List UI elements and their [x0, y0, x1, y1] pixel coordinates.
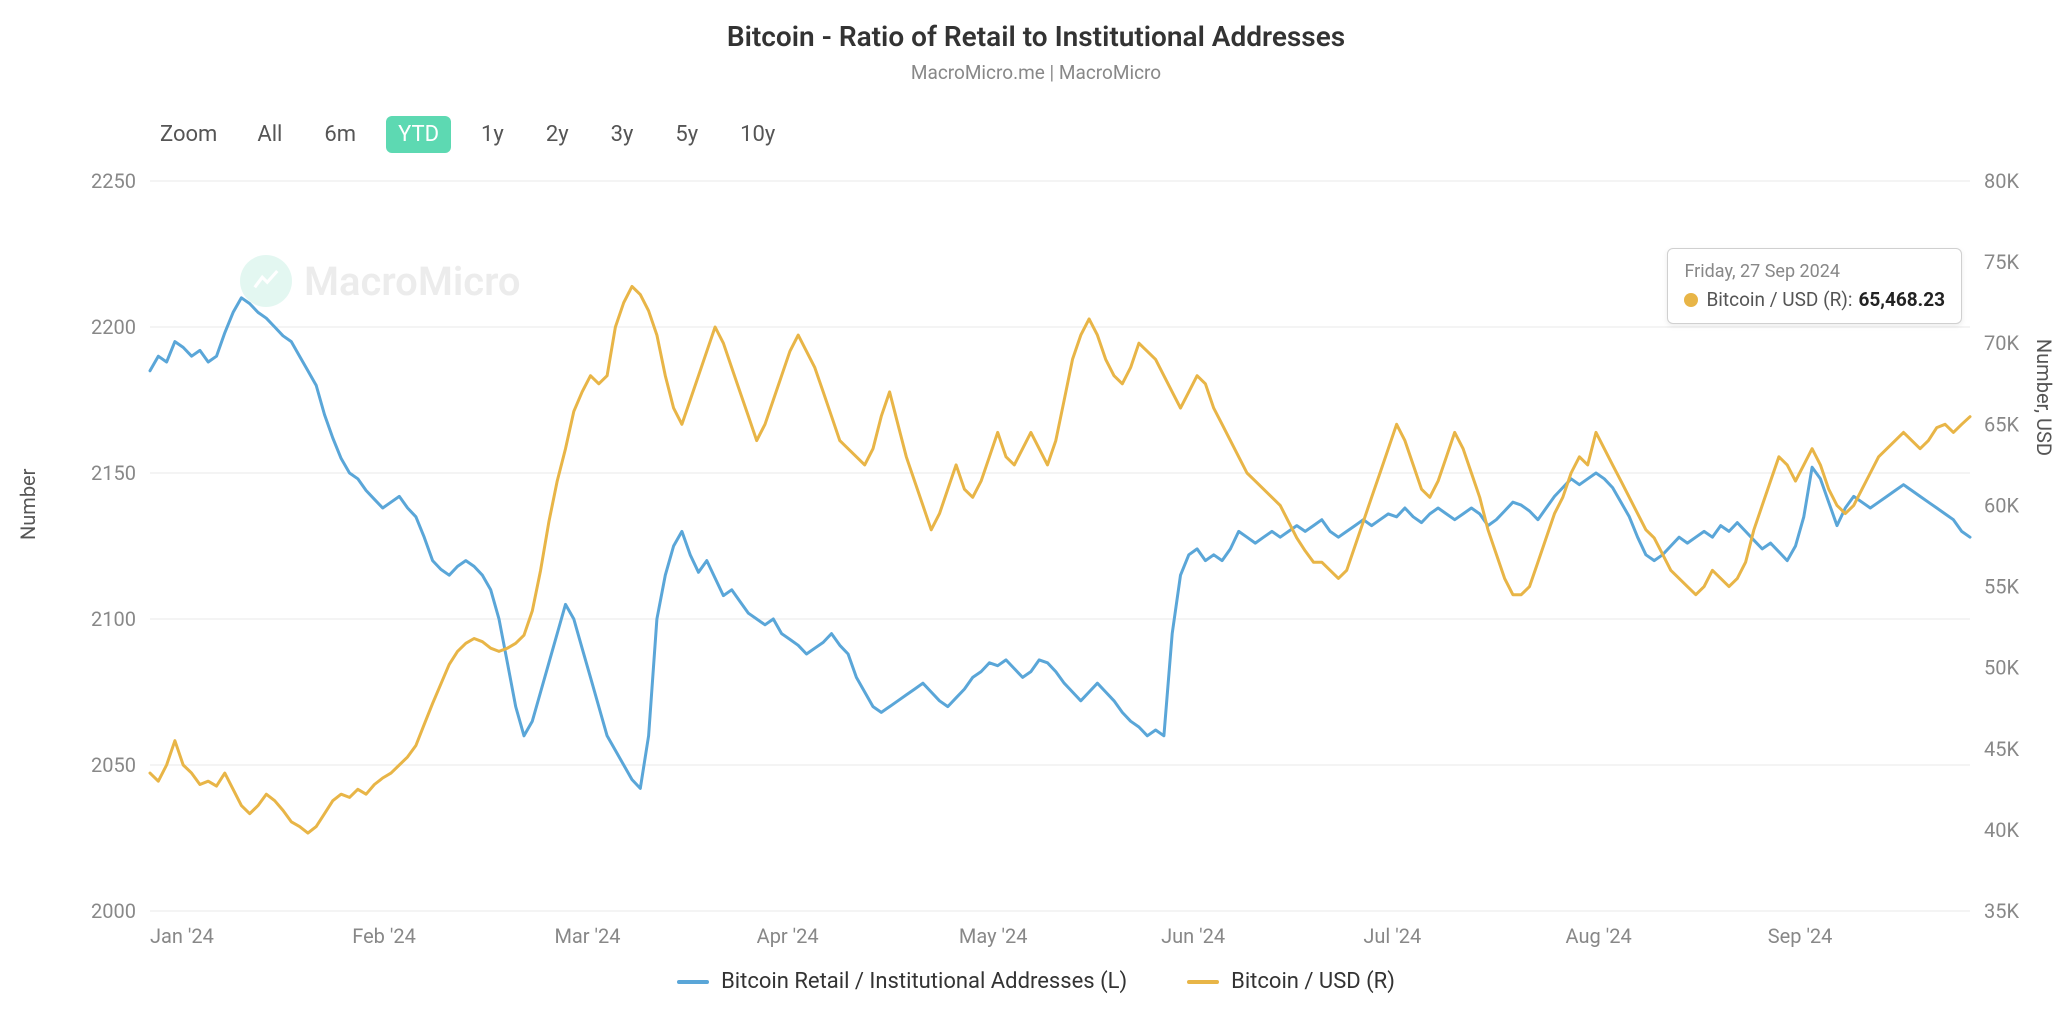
legend: Bitcoin Retail / Institutional Addresses…: [0, 969, 2072, 994]
svg-text:Jul '24: Jul '24: [1363, 924, 1421, 948]
svg-text:2200: 2200: [91, 315, 136, 339]
svg-text:May '24: May '24: [959, 924, 1028, 948]
watermark-icon: [240, 255, 292, 307]
svg-text:Jun '24: Jun '24: [1161, 924, 1225, 948]
legend-label: Bitcoin Retail / Institutional Addresses…: [721, 969, 1127, 994]
zoom-btn-ytd[interactable]: YTD: [386, 116, 451, 153]
svg-text:Apr '24: Apr '24: [757, 924, 819, 948]
tooltip-value: 65,468.23: [1859, 288, 1946, 311]
svg-text:40K: 40K: [1984, 818, 2019, 842]
svg-text:60K: 60K: [1984, 493, 2019, 517]
y-right-axis-label: Number, USD: [2032, 339, 2056, 456]
legend-label: Bitcoin / USD (R): [1231, 969, 1395, 994]
svg-text:80K: 80K: [1984, 171, 2019, 193]
svg-text:35K: 35K: [1984, 899, 2019, 923]
chart-title: Bitcoin - Ratio of Retail to Institution…: [0, 20, 2072, 53]
zoom-bar: Zoom All 6m YTD 1y 2y 3y 5y 10y: [160, 116, 2072, 153]
zoom-btn-6m[interactable]: 6m: [312, 116, 368, 153]
svg-text:Mar '24: Mar '24: [554, 924, 620, 948]
svg-text:Aug '24: Aug '24: [1566, 924, 1632, 948]
watermark-text: MacroMicro: [304, 258, 521, 305]
legend-item[interactable]: Bitcoin Retail / Institutional Addresses…: [677, 969, 1127, 994]
zoom-btn-all[interactable]: All: [245, 116, 294, 153]
svg-text:2050: 2050: [91, 753, 136, 777]
legend-item[interactable]: Bitcoin / USD (R): [1187, 969, 1395, 994]
svg-text:75K: 75K: [1984, 250, 2019, 274]
zoom-btn-3y[interactable]: 3y: [599, 116, 646, 153]
tooltip-date: Friday, 27 Sep 2024: [1684, 261, 1945, 282]
svg-text:45K: 45K: [1984, 737, 2019, 761]
chart-subtitle: MacroMicro.me | MacroMicro: [0, 61, 2072, 84]
svg-text:Feb '24: Feb '24: [352, 924, 416, 948]
zoom-label: Zoom: [160, 122, 217, 147]
chart-container: Bitcoin - Ratio of Retail to Institution…: [0, 0, 2072, 1036]
legend-swatch: [1187, 980, 1219, 984]
svg-text:Sep '24: Sep '24: [1768, 924, 1833, 948]
svg-text:55K: 55K: [1984, 575, 2019, 599]
watermark: MacroMicro: [240, 255, 521, 307]
tooltip-label: Bitcoin / USD (R):: [1706, 288, 1852, 311]
svg-text:65K: 65K: [1984, 412, 2019, 436]
tooltip-row: Bitcoin / USD (R): 65,468.23: [1684, 288, 1945, 311]
svg-text:50K: 50K: [1984, 656, 2019, 680]
legend-swatch: [677, 980, 709, 984]
svg-text:70K: 70K: [1984, 331, 2019, 355]
y-left-axis-label: Number: [16, 469, 40, 540]
svg-text:2100: 2100: [91, 607, 136, 631]
zoom-btn-2y[interactable]: 2y: [534, 116, 581, 153]
zoom-btn-5y[interactable]: 5y: [663, 116, 710, 153]
svg-text:Jan '24: Jan '24: [150, 924, 214, 948]
tooltip-dot: [1684, 293, 1698, 307]
svg-text:2150: 2150: [91, 461, 136, 485]
tooltip: Friday, 27 Sep 2024 Bitcoin / USD (R): 6…: [1667, 248, 1962, 324]
svg-text:2250: 2250: [91, 171, 136, 193]
svg-text:2000: 2000: [91, 899, 136, 923]
zoom-btn-1y[interactable]: 1y: [469, 116, 516, 153]
zoom-btn-10y[interactable]: 10y: [728, 116, 787, 153]
